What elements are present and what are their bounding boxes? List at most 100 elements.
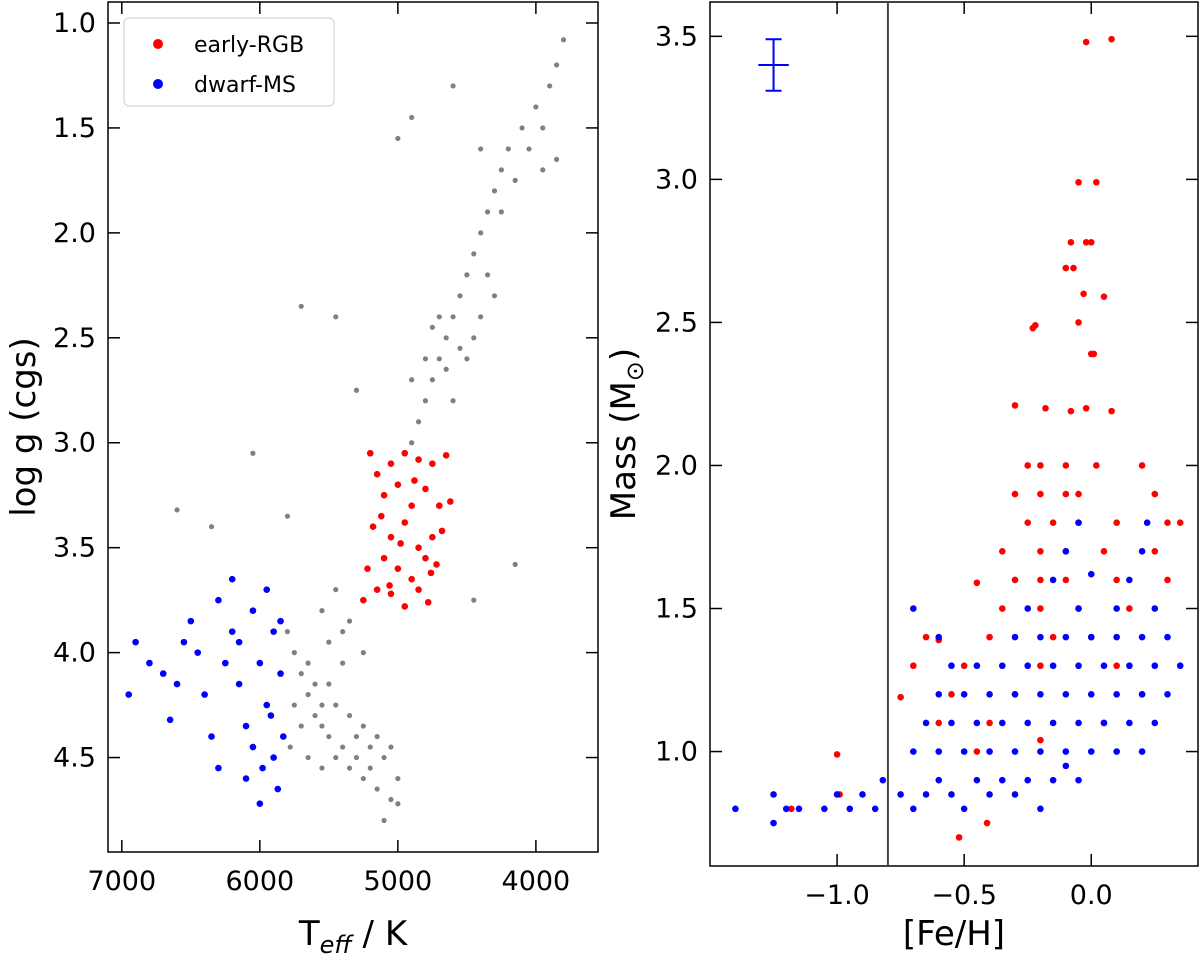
dwarf-ms-point — [267, 712, 275, 719]
other-star-point — [340, 744, 346, 750]
y-axis-label-sub: ⊙ — [621, 361, 649, 381]
other-star-point — [360, 775, 366, 782]
y-tick-label: 1.0 — [53, 8, 96, 39]
dwarf-ms-point — [146, 659, 153, 667]
x-tick-label: 4000 — [502, 866, 571, 897]
y-tick-label: 1.0 — [655, 737, 698, 768]
early-rgb-point — [1176, 519, 1184, 526]
early-rgb-point — [415, 456, 422, 463]
y-tick-label: 2.0 — [53, 218, 96, 249]
early-rgb-point — [910, 662, 917, 670]
early-rgb-point — [1062, 462, 1070, 469]
other-star-point — [250, 450, 256, 456]
early-rgb-point — [415, 544, 422, 551]
other-star-point — [540, 167, 546, 173]
dwarf-ms-point — [782, 805, 790, 813]
dwarf-ms-point — [215, 764, 222, 772]
dwarf-ms-point — [1100, 662, 1108, 670]
early-rgb-point — [429, 533, 436, 541]
dwarf-ms-point — [187, 617, 195, 625]
y-axis-label-main: Mass (M — [604, 381, 644, 520]
early-rgb-point — [1080, 290, 1087, 298]
y-tick-label: 4.0 — [53, 638, 96, 669]
other-star-point — [360, 723, 366, 729]
early-rgb-point — [394, 565, 402, 572]
dwarf-ms-point — [1126, 576, 1133, 584]
other-star-point — [381, 754, 387, 761]
early-rgb-point — [1070, 264, 1077, 272]
dwarf-ms-point — [960, 805, 968, 813]
early-rgb-point — [986, 719, 993, 727]
dwarf-ms-point — [795, 805, 803, 813]
dwarf-ms-point — [922, 719, 930, 727]
y-axis-label: Mass (M⊙) — [604, 348, 649, 520]
dwarf-ms-point — [1151, 605, 1159, 612]
other-star-point — [367, 744, 373, 750]
early-rgb-point — [380, 491, 388, 499]
dwarf-ms-point — [1138, 748, 1146, 755]
dwarf-ms-point — [770, 819, 777, 827]
dwarf-ms-point — [132, 638, 139, 646]
dwarf-ms-point — [879, 776, 887, 784]
early-rgb-point — [438, 527, 446, 535]
early-rgb-point — [1113, 662, 1120, 670]
other-star-point — [491, 293, 498, 299]
early-rgb-point — [369, 523, 377, 530]
other-star-point — [298, 723, 304, 729]
dwarf-ms-point — [1087, 691, 1095, 698]
early-rgb-point — [897, 693, 904, 701]
legend-box — [123, 17, 335, 107]
dwarf-ms-point — [986, 691, 993, 698]
dwarf-ms-point — [1062, 633, 1070, 641]
other-star-point — [422, 356, 429, 362]
dwarf-ms-point — [1126, 662, 1133, 670]
early-rgb-point — [1049, 633, 1057, 641]
other-star-point — [478, 314, 484, 320]
dwarf-ms-point — [1011, 633, 1019, 641]
other-star-point — [174, 507, 180, 513]
early-rgb-point — [1164, 519, 1171, 526]
x-axis-label-rest: / K — [352, 914, 409, 954]
early-rgb-point — [401, 519, 409, 526]
early-rgb-point — [1138, 462, 1146, 469]
dwarf-ms-point — [256, 659, 264, 667]
early-rgb-point — [1113, 519, 1120, 526]
dwarf-ms-point — [1164, 691, 1171, 698]
other-star-point — [471, 251, 477, 257]
early-rgb-point — [1067, 407, 1075, 415]
dwarf-ms-point — [821, 805, 828, 813]
dwarf-ms-point — [833, 791, 841, 798]
dwarf-ms-point — [277, 670, 284, 677]
dwarf-ms-point — [228, 575, 236, 583]
x-tick-label: 6000 — [225, 866, 294, 897]
y-axis-label-rest: ) — [604, 348, 644, 361]
early-rgb-point — [429, 460, 436, 468]
other-star-point — [353, 733, 360, 740]
early-rgb-point — [1075, 178, 1082, 186]
other-star-point — [547, 83, 553, 89]
early-rgb-point — [998, 547, 1006, 555]
dwarf-ms-point — [180, 638, 188, 646]
dwarf-ms-point — [249, 607, 257, 614]
dwarf-ms-point — [1087, 570, 1095, 578]
other-star-point — [484, 209, 491, 215]
dwarf-ms-point — [897, 791, 904, 798]
dwarf-ms-point — [986, 748, 993, 755]
other-star-point — [291, 650, 297, 656]
other-star-point — [533, 104, 539, 110]
dwarf-ms-point — [235, 680, 243, 688]
dwarf-ms-point — [194, 649, 202, 656]
other-star-point — [443, 335, 449, 341]
dwarf-ms-point — [732, 805, 739, 813]
other-star-point — [464, 272, 470, 278]
dwarf-ms-point — [910, 805, 917, 813]
dwarf-ms-point — [263, 586, 271, 593]
early-rgb-point — [433, 561, 440, 568]
early-rgb-point — [1037, 662, 1044, 670]
dwarf-ms-point — [1011, 791, 1019, 798]
early-rgb-point — [1049, 519, 1057, 526]
other-star-point — [374, 733, 380, 740]
dwarf-ms-point — [1100, 719, 1108, 727]
left-panel-teff-logg: 7000 6000 5000 4000 1.0 1.5 2.0 2.5 3.0 3.5 4.0 4.5… — [4, 1, 599, 954]
other-star-point — [478, 146, 484, 152]
